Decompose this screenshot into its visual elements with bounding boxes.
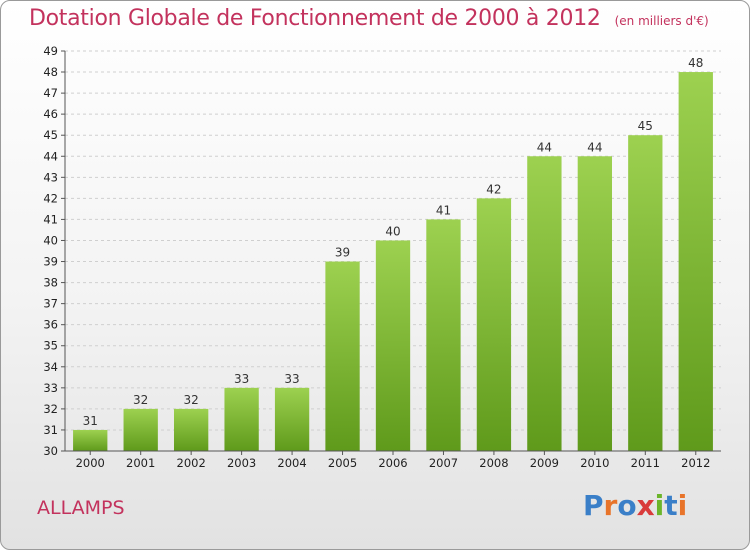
- y-tick-label: 33: [43, 381, 58, 395]
- logo-letter: i: [677, 489, 688, 522]
- bar-2010[interactable]: [577, 156, 613, 451]
- y-tick-label: 46: [43, 107, 58, 121]
- chart-title: Dotation Globale de Fonctionnement de 20…: [29, 6, 709, 31]
- value-label: 33: [284, 372, 299, 386]
- chart-title-text: Dotation Globale de Fonctionnement de 20…: [29, 6, 601, 31]
- logo-letter: i: [654, 489, 665, 522]
- y-tick-label: 38: [43, 276, 58, 290]
- value-label: 45: [638, 119, 653, 133]
- y-tick-label: 45: [43, 128, 58, 142]
- y-tick-label: 39: [43, 255, 58, 269]
- y-tick-label: 30: [43, 444, 58, 458]
- bar-2006[interactable]: [375, 240, 411, 451]
- x-tick-label: 2002: [177, 456, 206, 470]
- y-tick-label: 37: [43, 297, 58, 311]
- value-label: 31: [83, 414, 98, 428]
- logo-letter: r: [603, 489, 618, 522]
- logo-letter: t: [664, 489, 678, 522]
- value-label: 42: [486, 182, 501, 196]
- value-label: 44: [537, 140, 552, 154]
- y-tick-label: 42: [43, 191, 58, 205]
- y-tick-label: 32: [43, 402, 58, 416]
- bar-2003[interactable]: [224, 387, 259, 451]
- x-tick-label: 2005: [328, 456, 357, 470]
- commune-name: ALLAMPS: [37, 497, 125, 519]
- x-tick-label: 2006: [378, 456, 407, 470]
- logo-letter: x: [636, 489, 655, 522]
- bar-2005[interactable]: [325, 261, 360, 451]
- y-tick-label: 40: [43, 233, 58, 247]
- bar-2009[interactable]: [527, 156, 562, 451]
- x-tick-labels: 2000 2001 2002 2003 2004 2005 2006 2007 2008 2009…: [76, 456, 711, 470]
- bar-2012[interactable]: [678, 72, 713, 451]
- x-tick-label: 2009: [530, 456, 559, 470]
- x-tick-label: 2010: [580, 456, 609, 470]
- x-tick-label: 2007: [429, 456, 458, 470]
- y-tick-label: 44: [43, 149, 58, 163]
- y-tick-labels: 30 31 32 33 34 35 36 37 38 39 40 41 42 43 44 45 46 47 48 49: [43, 44, 58, 458]
- value-label: 39: [335, 246, 350, 260]
- value-label: 32: [133, 393, 148, 407]
- x-tick-label: 2001: [126, 456, 155, 470]
- value-labels: 31 32 32 33 33 39 40 41 42 44 44 45 48: [83, 56, 704, 428]
- logo-letter: P: [583, 489, 604, 522]
- bar-2004[interactable]: [274, 387, 310, 451]
- bar-2008[interactable]: [476, 198, 512, 451]
- y-tick-label: 36: [43, 318, 58, 332]
- y-tick-label: 41: [43, 212, 58, 226]
- bar-2001[interactable]: [123, 408, 158, 451]
- bars: [73, 72, 713, 452]
- logo-letter: o: [617, 489, 637, 522]
- y-tick-label: 43: [43, 170, 58, 184]
- proxiti-logo[interactable]: Proxiti: [583, 489, 687, 522]
- x-tick-label: 2008: [479, 456, 508, 470]
- y-tick-label: 48: [43, 65, 58, 79]
- bar-2007[interactable]: [426, 219, 461, 451]
- bar-2011[interactable]: [628, 135, 663, 452]
- value-label: 32: [184, 393, 199, 407]
- value-label: 40: [385, 224, 400, 238]
- x-tick-label: 2003: [227, 456, 256, 470]
- value-label: 41: [436, 203, 451, 217]
- y-tick-label: 34: [43, 360, 58, 374]
- bar-2002[interactable]: [173, 408, 209, 451]
- x-tick-label: 2000: [76, 456, 105, 470]
- axes: [61, 50, 721, 455]
- value-label: 44: [587, 140, 602, 154]
- bar-2000[interactable]: [73, 429, 108, 451]
- value-label: 48: [688, 56, 703, 70]
- value-label: 33: [234, 372, 249, 386]
- y-tick-label: 31: [43, 423, 58, 437]
- x-tick-label: 2004: [277, 456, 306, 470]
- y-tick-label: 35: [43, 339, 58, 353]
- y-tick-label: 47: [43, 86, 58, 100]
- x-tick-label: 2012: [681, 456, 710, 470]
- x-tick-label: 2011: [631, 456, 660, 470]
- unit-note: (en milliers d'€): [614, 14, 709, 28]
- y-tick-label: 49: [43, 44, 58, 58]
